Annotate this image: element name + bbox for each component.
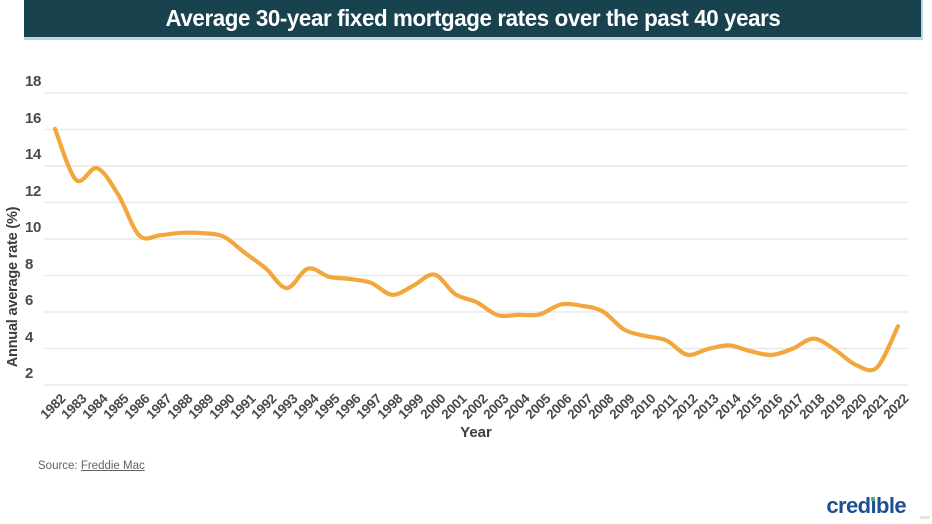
y-tick-label: 4 [25,328,34,346]
chart-title: Average 30-year fixed mortgage rates ove… [165,5,780,31]
source-prefix: Source: [38,460,81,472]
credible-logo-i: ı [870,493,876,518]
credible-i-dot-icon [871,497,876,501]
credible-logo-part1: cred [826,493,871,518]
y-tick-label: 2 [25,365,34,382]
mortgage-rate-line [52,126,901,373]
source-attribution: Source: Freddie Mac [38,460,145,472]
credible-logo: credı ble [826,495,906,517]
y-axis-title: Annual average rate (%) [5,206,21,368]
chart-title-bar: Average 30-year fixed mortgage rates ove… [24,0,923,40]
y-tick-label: 16 [25,109,42,127]
y-tick-label: 6 [25,292,34,309]
line-chart: 2 4 6 8 10 12 14 16 18 1982 1983 1984 1985 1986 1987 1… [0,40,932,460]
credible-logo-part2: ble [876,493,907,518]
y-tick-label: 18 [25,73,42,90]
x-axis-title: Year [460,424,492,441]
source-link[interactable]: Freddie Mac [80,460,145,472]
corner-artifact [920,516,930,519]
y-tick-label: 12 [25,182,42,200]
y-tick-label: 10 [25,219,42,236]
y-tick-label: 8 [25,255,34,273]
y-tick-label: 14 [25,146,42,163]
